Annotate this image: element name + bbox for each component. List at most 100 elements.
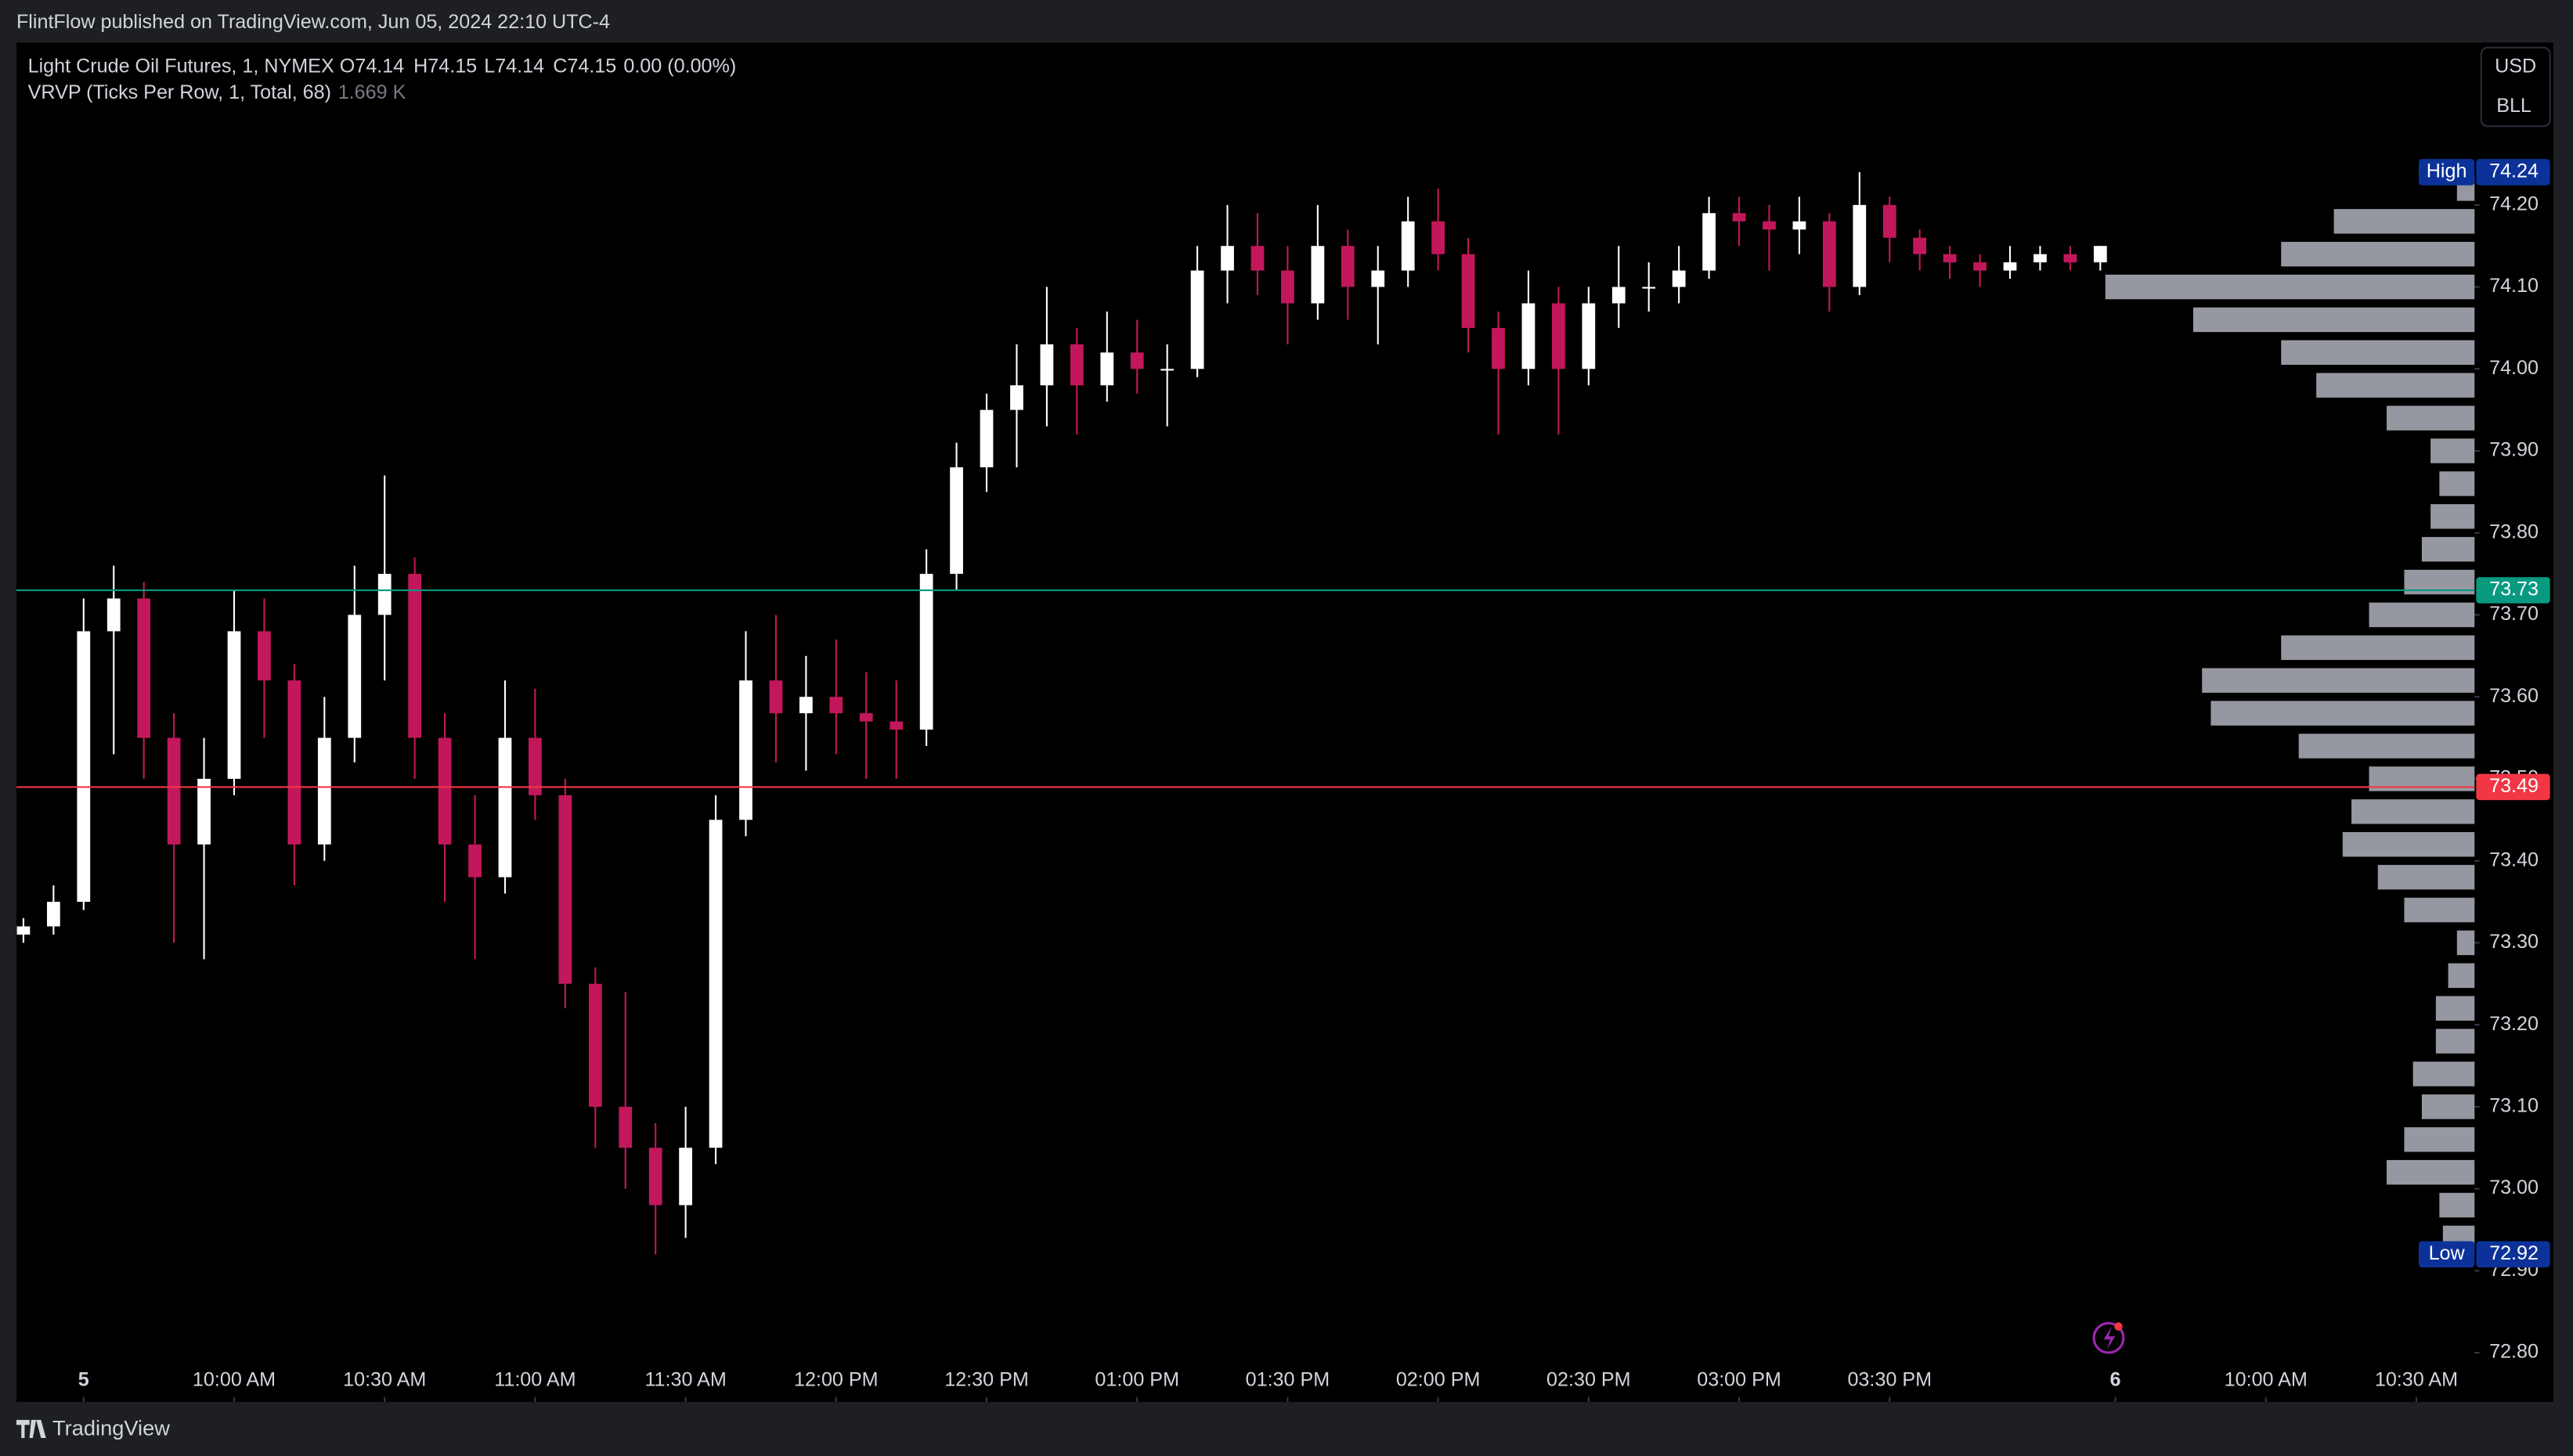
- y-tick-label: 73.20: [2489, 1013, 2539, 1035]
- volume-profile-bar: [2298, 733, 2475, 759]
- y-tick-label: 73.70: [2489, 603, 2539, 625]
- volume-profile-bar: [2342, 832, 2475, 857]
- candle-body: [950, 467, 963, 575]
- volume-profile-bar: [2386, 1159, 2475, 1185]
- candle-body: [77, 631, 91, 903]
- candle-body: [2034, 254, 2047, 263]
- candle-body: [1882, 204, 1896, 238]
- x-tick-label: 12:00 PM: [794, 1368, 879, 1390]
- extreme-label: 74.24: [2489, 160, 2539, 182]
- volume-profile-bar: [2386, 405, 2475, 431]
- x-tick-label: 10:30 AM: [2375, 1368, 2458, 1390]
- x-tick-label: 10:30 AM: [343, 1368, 426, 1390]
- candle-body: [16, 926, 31, 935]
- y-tick-label: 73.60: [2489, 685, 2539, 707]
- volume-profile-bar: [2448, 963, 2475, 988]
- candle-body: [1943, 254, 1957, 263]
- candle-body: [227, 631, 241, 779]
- candle-body: [106, 598, 121, 632]
- candle-body: [1792, 221, 1806, 230]
- candle-body: [588, 983, 602, 1107]
- x-tick-label: 03:00 PM: [1697, 1368, 1781, 1390]
- x-tick-label: 6: [2110, 1368, 2121, 1390]
- candle-body: [1492, 327, 1505, 369]
- y-tick-label: 72.80: [2489, 1341, 2539, 1363]
- candle-body: [919, 574, 933, 730]
- candle-body: [468, 844, 482, 878]
- volume-profile-bar: [2421, 1094, 2475, 1119]
- candle-body: [1732, 213, 1746, 222]
- candle-body: [1611, 287, 1626, 304]
- x-tick-label: 01:30 PM: [1246, 1368, 1330, 1390]
- candle-body: [1190, 270, 1204, 369]
- candle-body: [980, 409, 994, 467]
- candle-body: [2003, 262, 2017, 271]
- candle-body: [1461, 254, 1475, 328]
- candle-body: [137, 598, 151, 738]
- candle-body: [558, 795, 572, 984]
- x-tick-label: 02:00 PM: [1396, 1368, 1481, 1390]
- volume-profile-bar: [2281, 635, 2475, 661]
- indicator-value: 1.669 K: [338, 81, 406, 103]
- candle-body: [1371, 270, 1385, 287]
- candle-body: [377, 574, 392, 615]
- y-tick-label: 74.10: [2489, 275, 2539, 297]
- symbol-title: Light Crude Oil Futures, 1, NYMEX: [28, 56, 334, 77]
- volume-profile-bar: [2439, 1192, 2475, 1218]
- extreme-tag-box: [2419, 159, 2475, 186]
- extreme-tag-box: [2419, 1241, 2475, 1268]
- candle-body: [258, 631, 271, 681]
- extreme-tag: Low: [2429, 1242, 2466, 1264]
- x-tick-label: 12:30 PM: [944, 1368, 1029, 1390]
- candle-body: [46, 902, 60, 927]
- alert-dot: [2114, 1322, 2123, 1331]
- y-tick-label: 74.20: [2489, 193, 2539, 214]
- candle-body: [890, 721, 904, 730]
- alert-icon[interactable]: [2092, 1321, 2125, 1354]
- volume-profile-bar: [2281, 340, 2475, 366]
- volume-profile-bar: [2193, 307, 2475, 333]
- candle-body: [709, 820, 723, 1148]
- currency-button[interactable]: USD: [2495, 56, 2536, 77]
- volume-profile-bar: [2456, 930, 2475, 956]
- price-label: 73.49: [2489, 775, 2539, 797]
- candle-body: [167, 737, 181, 845]
- volume-profile-bar: [2351, 799, 2475, 824]
- candle-body: [799, 697, 813, 714]
- candle-body: [498, 737, 512, 878]
- ohlc-low: L74.14: [484, 56, 544, 77]
- candle-body: [2093, 246, 2107, 263]
- ohlc-change: 0.00 (0.00%): [623, 56, 736, 77]
- price-label: 73.73: [2489, 578, 2539, 600]
- unit-button[interactable]: BLL: [2496, 95, 2532, 117]
- candle-body: [619, 1106, 633, 1148]
- extreme-label: 72.92: [2489, 1242, 2539, 1264]
- candle-body: [348, 614, 362, 738]
- volume-profile-bar: [2439, 471, 2475, 496]
- ohlc-open: O74.14: [340, 56, 404, 77]
- y-tick-label: 73.00: [2489, 1177, 2539, 1198]
- candle-body: [1853, 204, 1867, 287]
- candle-body: [769, 680, 783, 714]
- candle-body: [829, 697, 843, 714]
- ohlc-high: H74.15: [413, 56, 477, 77]
- candle-body: [408, 574, 422, 738]
- candle-body: [1702, 213, 1716, 271]
- candle-body: [1973, 262, 1987, 271]
- currency-box[interactable]: [2480, 46, 2551, 128]
- candle-body: [1250, 246, 1265, 271]
- candle-body: [1582, 303, 1596, 369]
- candle-body: [739, 680, 752, 820]
- candle-body: [1100, 352, 1114, 386]
- candle-body: [1070, 344, 1084, 386]
- x-tick-label: 11:00 AM: [494, 1368, 576, 1390]
- candle-body: [1160, 369, 1175, 371]
- candle-body: [859, 713, 873, 722]
- volume-profile-bar: [2421, 536, 2475, 562]
- candle-body: [529, 737, 542, 795]
- x-tick-label: 10:00 AM: [2225, 1368, 2308, 1390]
- volume-profile-bar: [2202, 668, 2475, 693]
- candle-body: [1221, 246, 1234, 271]
